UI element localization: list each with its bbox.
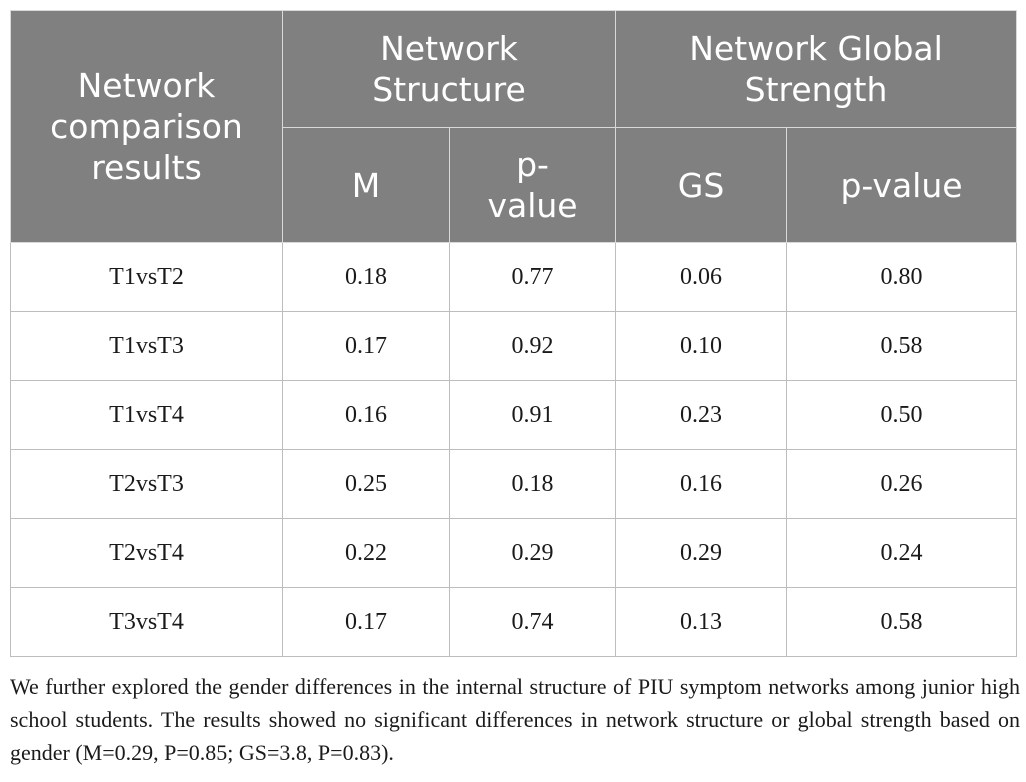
cell-m: 0.25 — [282, 449, 450, 519]
header-global-strength: Network Global Strength — [615, 10, 1018, 128]
cell-m: 0.18 — [282, 242, 450, 312]
comparison-table: Network comparison results Network Struc… — [10, 10, 1018, 657]
header-p-value-2: p-value — [786, 127, 1018, 243]
table-footnote: We further explored the gender differenc… — [10, 674, 1020, 765]
cell-comparison: T2vsT3 — [10, 449, 283, 519]
table-row: T1vsT4 0.16 0.91 0.23 0.50 — [10, 380, 1018, 450]
cell-p-value-strength: 0.80 — [786, 242, 1018, 312]
cell-gs: 0.10 — [615, 311, 788, 381]
cell-p-value-strength: 0.50 — [786, 380, 1018, 450]
cell-p-value-structure: 0.92 — [448, 311, 617, 381]
table-container: Network comparison results Network Struc… — [10, 10, 1018, 657]
cell-m: 0.22 — [282, 518, 450, 588]
header-p-value-1: p-value — [448, 127, 617, 243]
header-network-structure: Network Structure — [281, 10, 617, 128]
header-row-label: Network comparison results — [10, 10, 283, 243]
cell-gs: 0.06 — [615, 242, 788, 312]
header-m: M — [282, 127, 450, 243]
cell-comparison: T3vsT4 — [10, 587, 283, 657]
cell-p-value-strength: 0.58 — [786, 311, 1018, 381]
cell-p-value-structure: 0.18 — [448, 449, 617, 519]
cell-p-value-structure: 0.91 — [448, 380, 617, 450]
cell-p-value-structure: 0.74 — [448, 587, 617, 657]
cell-m: 0.16 — [282, 380, 450, 450]
cell-p-value-strength: 0.24 — [786, 518, 1018, 588]
cell-comparison: T1vsT3 — [10, 311, 283, 381]
cell-p-value-structure: 0.29 — [448, 518, 617, 588]
cell-comparison: T1vsT2 — [10, 242, 283, 312]
table-row: T3vsT4 0.17 0.74 0.13 0.58 — [10, 587, 1018, 657]
table-row: T2vsT4 0.22 0.29 0.29 0.24 — [10, 518, 1018, 588]
cell-gs: 0.16 — [615, 449, 788, 519]
table-row: T2vsT3 0.25 0.18 0.16 0.26 — [10, 449, 1018, 519]
table-row: T1vsT2 0.18 0.77 0.06 0.80 — [10, 242, 1018, 312]
cell-p-value-structure: 0.77 — [448, 242, 617, 312]
cell-gs: 0.29 — [615, 518, 788, 588]
cell-comparison: T1vsT4 — [10, 380, 283, 450]
header-gs: GS — [615, 127, 788, 243]
cell-m: 0.17 — [282, 587, 450, 657]
cell-gs: 0.13 — [615, 587, 788, 657]
cell-p-value-strength: 0.58 — [786, 587, 1018, 657]
cell-m: 0.17 — [282, 311, 450, 381]
cell-comparison: T2vsT4 — [10, 518, 283, 588]
cell-p-value-strength: 0.26 — [786, 449, 1018, 519]
cell-gs: 0.23 — [615, 380, 788, 450]
table-row: T1vsT3 0.17 0.92 0.10 0.58 — [10, 311, 1018, 381]
